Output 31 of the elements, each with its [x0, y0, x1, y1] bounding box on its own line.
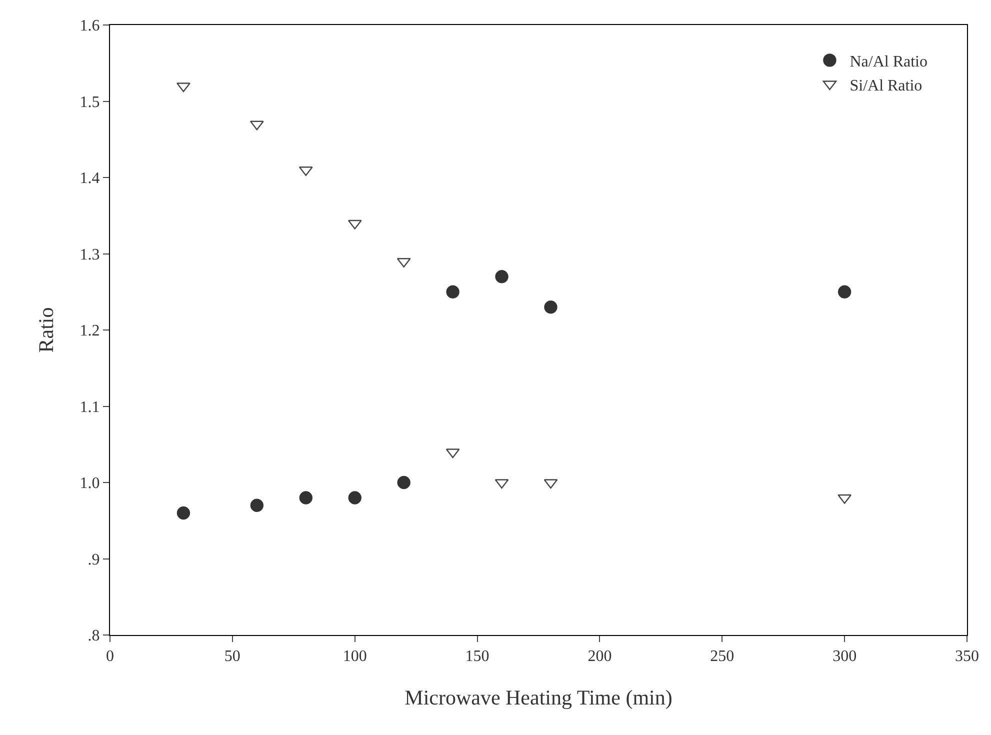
x-tick-label: 150 [465, 648, 490, 666]
x-tick-label: 50 [224, 648, 240, 666]
y-axis-title: Ratio [34, 307, 58, 353]
y-tick-label: 1.1 [80, 398, 100, 416]
point [299, 491, 312, 504]
point [176, 82, 190, 92]
point [838, 285, 852, 298]
y-tick-label: 1.2 [80, 322, 100, 340]
x-tick-label: 300 [832, 648, 857, 666]
y-tick-label: .9 [88, 551, 100, 568]
legend-label: Si/Al Ratio [850, 77, 922, 94]
point [348, 491, 362, 504]
point [544, 300, 558, 314]
legend-label: Na/Al Ratio [850, 53, 928, 70]
point [446, 285, 460, 298]
y-tick-label: 1.3 [80, 246, 100, 264]
x-axis-title: Microwave Heating Time (min) [404, 685, 672, 710]
point [250, 498, 264, 512]
x-tick-label: 200 [588, 648, 612, 666]
y-tick-label: 1.6 [80, 18, 100, 35]
x-tick-label: 350 [955, 648, 979, 666]
point [495, 270, 508, 284]
x-tick-label: 0 [106, 648, 114, 666]
x-tick-label: 250 [710, 648, 734, 666]
y-tick-label: .8 [88, 628, 100, 645]
y-tick-label: 1.4 [80, 170, 100, 188]
point [176, 506, 190, 520]
y-tick-label: 1.0 [80, 475, 100, 492]
x-tick-label: 100 [342, 648, 367, 666]
point [397, 476, 410, 490]
y-tick-label: 1.5 [80, 94, 100, 111]
